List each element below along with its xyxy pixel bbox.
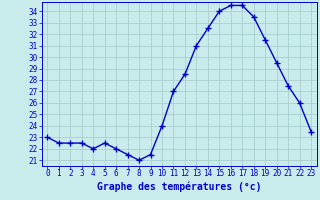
X-axis label: Graphe des températures (°c): Graphe des températures (°c) [97,181,261,192]
